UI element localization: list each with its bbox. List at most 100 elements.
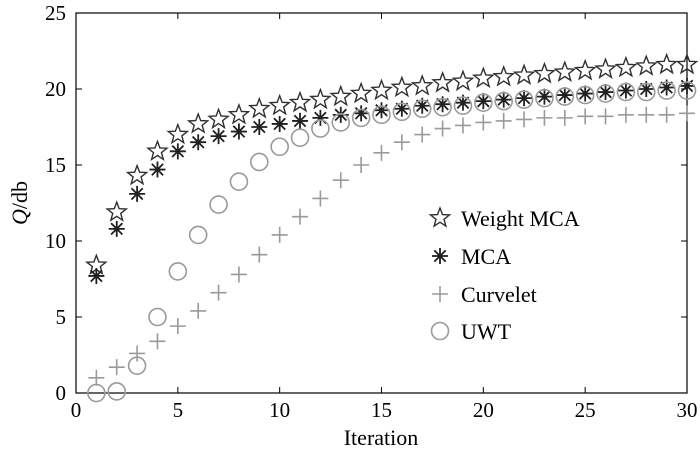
data-point-asterisk <box>108 220 125 237</box>
data-point-asterisk <box>658 79 675 96</box>
legend-item-weight-mca: Weight MCA <box>428 206 580 231</box>
data-point-plus <box>271 226 288 243</box>
data-point-star <box>410 73 434 96</box>
plot-area-frame <box>75 12 688 394</box>
legend-label-uwt: UWT <box>461 319 512 344</box>
data-point-circle <box>249 152 269 172</box>
data-point-star <box>675 52 699 75</box>
data-point-circle <box>636 82 656 102</box>
data-point-plus <box>190 302 207 319</box>
data-point-asterisk <box>353 105 370 122</box>
data-point-star <box>553 60 577 82</box>
legend-label-mca: MCA <box>461 244 511 269</box>
data-point-plus <box>129 345 146 362</box>
legend-label-weight-mca: Weight MCA <box>461 206 580 231</box>
data-point-circle <box>616 82 636 102</box>
data-point-asterisk <box>230 123 247 140</box>
data-point-plus <box>679 105 695 122</box>
data-point-asterisk <box>190 134 207 151</box>
data-point-plus <box>251 246 268 263</box>
data-point-asterisk <box>393 100 410 117</box>
data-point-circle <box>596 84 615 103</box>
data-point-asterisk <box>169 143 186 160</box>
y-tick-label: 0 <box>56 381 67 405</box>
data-point-plus <box>169 318 186 335</box>
legend-item-uwt: UWT <box>430 319 512 344</box>
data-point-circle <box>392 102 412 122</box>
data-point-star <box>105 200 129 222</box>
data-point-circle <box>474 93 493 112</box>
data-point-circle <box>535 88 554 108</box>
data-point-plus <box>108 359 125 376</box>
data-point-plus <box>556 109 573 126</box>
data-point-plus <box>516 111 533 128</box>
x-tick-label: 10 <box>269 398 290 422</box>
data-point-circle <box>575 85 595 105</box>
data-point-circle <box>514 90 534 109</box>
data-point-star <box>390 75 414 98</box>
legend-symbol-circle <box>430 321 450 341</box>
legend-symbol-asterisk <box>432 248 448 264</box>
x-axis-label: Iteration <box>344 425 419 450</box>
data-point-plus <box>332 172 349 189</box>
data-point-plus <box>393 134 410 151</box>
data-point-circle <box>372 105 391 125</box>
data-point-circle <box>87 383 106 403</box>
data-point-star <box>492 64 516 87</box>
data-point-asterisk <box>597 84 614 101</box>
data-point-plus <box>475 114 492 131</box>
data-point-circle <box>188 225 208 245</box>
data-point-circle <box>351 108 371 128</box>
x-tick-label: 20 <box>473 398 494 422</box>
data-point-circle <box>433 97 452 117</box>
legend-item-mca: MCA <box>432 244 511 269</box>
x-tick-label: 15 <box>371 398 392 422</box>
series-uwt <box>87 81 697 403</box>
data-point-plus <box>658 106 675 123</box>
data-point-asterisk <box>516 90 533 107</box>
data-point-star <box>655 52 679 75</box>
data-point-asterisk <box>332 106 349 123</box>
data-point-circle <box>311 119 330 138</box>
data-point-star <box>370 78 393 101</box>
data-point-plus <box>495 112 512 129</box>
data-point-circle <box>677 81 697 100</box>
x-tick-label: 30 <box>677 398 698 422</box>
y-tick-label: 15 <box>45 153 66 177</box>
data-point-circle <box>168 262 188 281</box>
data-point-star <box>308 87 332 110</box>
data-point-asterisk <box>536 88 553 105</box>
data-point-circle <box>494 91 514 111</box>
data-point-circle <box>290 128 310 147</box>
data-point-plus <box>292 208 309 225</box>
series-mca <box>88 77 695 284</box>
data-point-circle <box>127 356 147 375</box>
data-point-asterisk <box>414 97 431 114</box>
data-point-asterisk <box>617 82 634 99</box>
x-tick-label: 0 <box>71 398 82 422</box>
data-point-star <box>451 69 475 92</box>
data-point-plus <box>434 120 451 137</box>
data-point-plus <box>414 126 431 143</box>
legend: Weight MCA MCA Curvelet UWT <box>428 206 580 344</box>
data-point-star <box>349 81 373 104</box>
data-point-circle <box>453 96 473 116</box>
legend-marker-uwt <box>430 321 450 341</box>
data-point-plus <box>210 284 227 301</box>
legend-marker-weight-mca <box>428 206 452 228</box>
data-point-asterisk <box>454 94 471 111</box>
data-point-asterisk <box>251 119 268 135</box>
data-point-asterisk <box>475 93 492 110</box>
legend-marker-curvelet <box>432 286 448 302</box>
data-point-star <box>125 163 149 186</box>
data-point-asterisk <box>577 85 594 102</box>
data-point-asterisk <box>556 87 573 104</box>
data-point-asterisk <box>88 267 105 284</box>
data-point-circle <box>148 307 167 327</box>
data-point-circle <box>555 87 575 106</box>
data-point-plus <box>230 266 247 283</box>
data-point-asterisk <box>312 109 329 126</box>
data-point-plus <box>312 190 329 207</box>
data-point-star <box>247 96 271 119</box>
